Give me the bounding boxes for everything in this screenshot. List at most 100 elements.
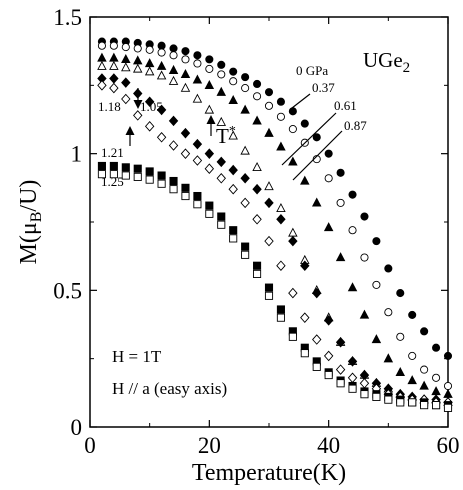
data-point	[97, 52, 107, 62]
data-point	[145, 175, 154, 184]
data-point	[300, 119, 309, 128]
data-point	[252, 183, 262, 195]
data-point	[443, 351, 453, 360]
data-point	[300, 175, 310, 185]
data-point	[121, 171, 130, 180]
data-point	[276, 112, 285, 121]
data-point	[288, 156, 298, 166]
data-point	[348, 384, 357, 393]
data-point	[323, 350, 334, 362]
data-point	[300, 260, 310, 272]
label-0gpa: 0 GPa	[296, 63, 328, 78]
label-1.25: 1.25	[101, 174, 124, 189]
data-point	[336, 168, 345, 177]
x-tick-label: 60	[437, 433, 460, 458]
data-point	[288, 107, 297, 116]
x-tick-label: 20	[198, 433, 221, 458]
data-point	[109, 82, 119, 94]
data-point	[97, 161, 106, 171]
data-point	[180, 127, 191, 139]
data-point	[133, 110, 143, 121]
data-point	[253, 261, 262, 270]
data-point	[144, 58, 155, 68]
data-point	[132, 55, 143, 65]
data-point	[311, 197, 322, 207]
data-point	[396, 332, 405, 341]
data-point	[348, 226, 357, 235]
data-point	[396, 398, 405, 407]
series-5	[97, 80, 453, 408]
data-point	[205, 64, 214, 73]
data-point	[145, 167, 154, 176]
data-point	[408, 351, 417, 360]
data-point	[144, 96, 155, 108]
data-point	[312, 133, 321, 142]
data-point	[288, 125, 297, 134]
leader-0.61	[281, 112, 337, 166]
y-tick-label: 0.5	[53, 278, 82, 303]
data-point	[276, 313, 285, 322]
data-point	[169, 51, 178, 60]
data-point	[240, 104, 250, 114]
data-point	[288, 235, 298, 247]
data-point	[181, 183, 190, 192]
data-point	[347, 282, 358, 292]
data-point	[241, 250, 250, 259]
data-point	[156, 70, 167, 80]
data-point	[288, 227, 298, 237]
data-point	[156, 104, 167, 116]
data-point	[109, 161, 118, 171]
data-point	[324, 149, 333, 158]
data-point	[276, 305, 285, 314]
data-point	[132, 63, 143, 73]
data-point	[121, 93, 131, 105]
data-point	[228, 95, 238, 105]
label-1.05: 1.05	[140, 99, 163, 114]
data-point	[264, 181, 274, 191]
y-tick-label: 1.5	[53, 5, 82, 30]
data-point	[228, 164, 238, 176]
data-point	[443, 403, 453, 412]
data-point	[264, 197, 274, 209]
material-label: UGe2	[363, 48, 410, 76]
field-label: H = 1T	[112, 347, 162, 366]
y-tick-label: 0	[71, 415, 83, 440]
data-point	[324, 371, 333, 380]
data-point	[156, 60, 167, 70]
data-point	[432, 373, 441, 382]
direction-label: H // a (easy axis)	[112, 379, 227, 398]
data-point	[252, 213, 262, 225]
data-point	[168, 140, 179, 151]
data-point	[407, 375, 417, 385]
data-point	[240, 172, 250, 184]
data-point	[360, 212, 369, 221]
arrow-down-head	[133, 100, 143, 109]
data-point	[228, 130, 238, 140]
data-point	[133, 172, 142, 181]
data-point	[384, 264, 393, 273]
data-point	[372, 280, 381, 289]
data-point	[217, 220, 226, 229]
data-point	[157, 41, 166, 50]
data-point	[180, 148, 191, 159]
data-point	[217, 60, 226, 69]
data-point	[300, 312, 310, 323]
ticks: 0 20 40 60 0 0.5 1 1.5	[53, 5, 459, 458]
data-point	[335, 252, 346, 262]
data-point	[323, 315, 334, 326]
data-point	[168, 75, 179, 85]
data-point	[288, 332, 297, 341]
data-point	[193, 200, 202, 209]
data-point	[372, 237, 381, 246]
data-point	[181, 55, 190, 64]
data-point	[360, 253, 369, 262]
label-0.37: 0.37	[312, 80, 335, 95]
data-point	[204, 148, 215, 159]
data-point	[144, 121, 155, 132]
data-point	[97, 170, 106, 179]
data-point	[253, 269, 262, 278]
x-tick-label: 40	[317, 433, 340, 458]
data-point	[335, 336, 346, 348]
data-point	[312, 287, 322, 299]
data-point	[241, 242, 250, 251]
